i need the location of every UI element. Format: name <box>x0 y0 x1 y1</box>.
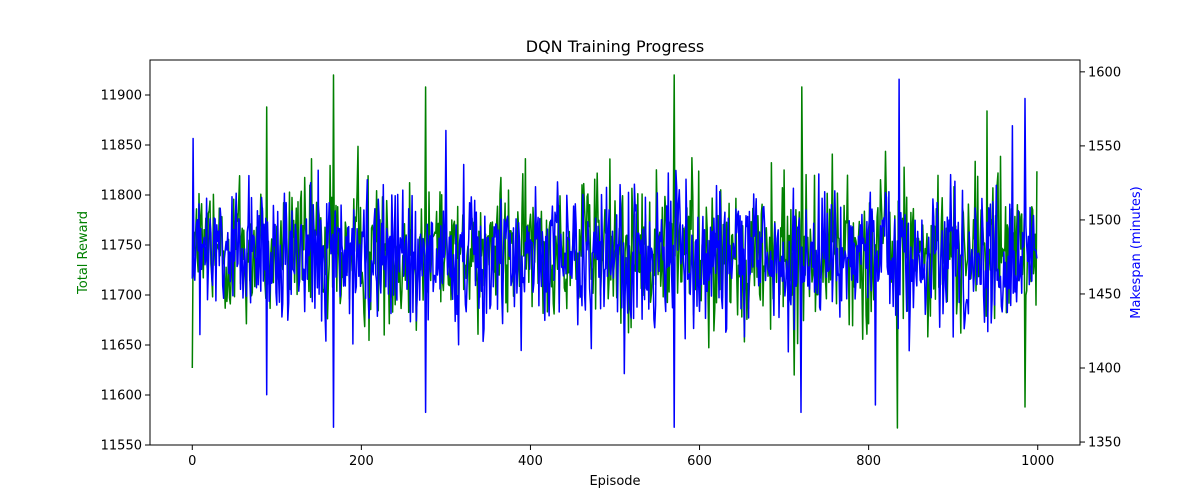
y-tick-label-left: 11750 <box>101 239 142 254</box>
chart-title: DQN Training Progress <box>526 37 704 56</box>
y-tick-label-right: 1400 <box>1088 362 1121 377</box>
y-tick-label-left: 11700 <box>101 289 142 304</box>
y-axis-title-left: Total Reward <box>76 211 91 295</box>
y-tick-label-left: 11650 <box>101 339 142 354</box>
y-tick-label-right: 1450 <box>1088 287 1121 302</box>
y-tick-label-left: 11900 <box>101 89 142 104</box>
plot-area <box>191 74 1038 429</box>
y-axis-title-right: Makespan (minutes) <box>1129 186 1144 318</box>
x-tick-label: 600 <box>687 454 712 469</box>
plot-frame <box>149 59 1081 446</box>
axes: 0 200 400 600 800 1000 11550 11600 11650 11700 117… <box>101 59 1121 469</box>
x-tick-label: 200 <box>349 454 374 469</box>
y-tick-label-left: 11550 <box>101 439 142 454</box>
y-tick-label-left: 11850 <box>101 139 142 154</box>
x-tick-label: 0 <box>188 454 196 469</box>
x-tick-label: 400 <box>518 454 543 469</box>
y-tick-label-left: 11800 <box>101 189 142 204</box>
y-tick-label-right: 1550 <box>1088 139 1121 154</box>
x-tick-label: 800 <box>856 454 881 469</box>
x-tick-label: 1000 <box>1021 454 1054 469</box>
y-tick-label-left: 11600 <box>101 389 142 404</box>
y-tick-label-right: 1600 <box>1088 65 1121 80</box>
series-line-makespan <box>191 78 1038 428</box>
x-axis-title: Episode <box>589 474 640 489</box>
y-tick-label-right: 1500 <box>1088 213 1121 228</box>
y-tick-label-right: 1350 <box>1088 436 1121 451</box>
